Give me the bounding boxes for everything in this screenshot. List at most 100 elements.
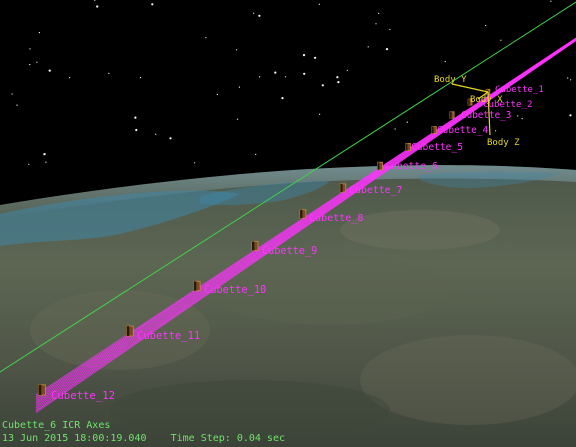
orbit-line	[0, 1, 576, 373]
satellite-panel	[126, 326, 130, 336]
star	[378, 12, 380, 14]
satellite-label: Cubette_2	[483, 100, 532, 110]
satellite-panel	[300, 209, 303, 219]
star-field	[11, 0, 572, 165]
satellite-label: Cubette_8	[309, 213, 363, 224]
body-x-axis-line	[477, 91, 489, 100]
satellite-label: Cubette_3	[461, 110, 511, 121]
satellite-label: Cubette_9	[262, 246, 317, 257]
star	[314, 56, 317, 59]
star	[321, 84, 324, 87]
star	[205, 37, 207, 39]
reference-frame-label: Cubette_6 ICR Axes	[2, 420, 111, 431]
star	[303, 72, 306, 75]
star	[135, 128, 138, 132]
star	[43, 153, 46, 156]
satellite-panel	[193, 281, 197, 291]
star	[29, 48, 31, 50]
star	[281, 97, 284, 100]
star	[16, 104, 18, 106]
star	[389, 28, 391, 31]
star	[48, 69, 51, 72]
star	[139, 77, 142, 79]
star	[96, 5, 99, 8]
star	[255, 153, 257, 155]
terrain	[210, 255, 450, 325]
satellite-panel	[340, 183, 343, 192]
star	[258, 14, 261, 17]
star	[45, 161, 47, 163]
time-readout: 13 Jun 2015 18:00:19.040 Time Step: 0.04…	[2, 433, 285, 444]
satellite-panel	[405, 143, 408, 151]
star	[253, 12, 255, 14]
star	[151, 3, 154, 6]
datetime-text: 13 Jun 2015 18:00:19.040	[2, 433, 147, 444]
star	[94, 0, 96, 1]
star	[236, 49, 238, 51]
star	[36, 61, 38, 63]
satellite-label: Cubette_12	[51, 389, 115, 402]
star	[375, 23, 377, 25]
star	[318, 3, 320, 5]
satellite[interactable]: Cubette_2	[467, 98, 532, 110]
ocean-region	[200, 181, 330, 205]
star	[285, 76, 287, 78]
star	[517, 115, 519, 117]
satellite[interactable]: Cubette_1	[485, 85, 544, 96]
body-y-axis-line	[451, 83, 489, 93]
star	[155, 133, 157, 135]
terrain	[360, 335, 576, 425]
star	[367, 46, 369, 48]
satellite-panel	[449, 111, 452, 119]
satellite[interactable]: Cubette_9	[251, 241, 317, 258]
satellite[interactable]: Cubette_4	[431, 125, 489, 136]
body-x-label: Body X	[470, 95, 503, 105]
star	[495, 130, 497, 132]
star	[394, 128, 396, 130]
earth-limb-haze	[0, 165, 576, 218]
satellite-panel	[468, 99, 470, 105]
star	[346, 69, 348, 71]
star	[238, 86, 240, 88]
star	[108, 72, 110, 74]
star	[236, 118, 239, 120]
satellite-label: Cubette_7	[349, 185, 403, 196]
star	[216, 93, 218, 96]
earth-surface	[0, 165, 576, 447]
satellite[interactable]: Cubette_8	[299, 209, 363, 224]
satellite-label: Cubette_1	[495, 85, 544, 95]
body-z-axis-line	[487, 91, 491, 136]
satellite[interactable]: Cubette_3	[449, 110, 511, 121]
body-z-label: Body Z	[487, 138, 520, 148]
star	[11, 93, 13, 95]
satellite[interactable]: Cubette_5	[405, 142, 463, 153]
star	[274, 71, 277, 74]
star	[521, 118, 523, 120]
ocean-region	[0, 190, 240, 246]
star	[385, 48, 389, 51]
star	[569, 114, 572, 117]
star	[550, 0, 552, 2]
satellite[interactable]: Cubette_12	[38, 384, 116, 402]
satellite-panel	[252, 241, 255, 251]
body-y-label: Body Y	[434, 75, 467, 85]
star	[38, 31, 41, 34]
star	[435, 78, 437, 80]
satellite[interactable]: Cubette_11	[126, 325, 201, 342]
satellite[interactable]: Cubette_10	[193, 280, 266, 296]
body-axes: Body Y Body X Body Z	[434, 75, 520, 148]
terrain	[110, 380, 390, 440]
star	[319, 113, 321, 115]
terrain	[340, 210, 500, 250]
satellite[interactable]: Cubette_7	[339, 183, 403, 196]
star	[29, 64, 31, 66]
satellite[interactable]: Cubette_6	[376, 161, 438, 172]
star	[134, 116, 137, 119]
satellite-label: Cubette_11	[137, 330, 200, 342]
satellite-label: Cubette_5	[411, 142, 463, 153]
star	[302, 54, 306, 57]
star	[169, 137, 172, 140]
